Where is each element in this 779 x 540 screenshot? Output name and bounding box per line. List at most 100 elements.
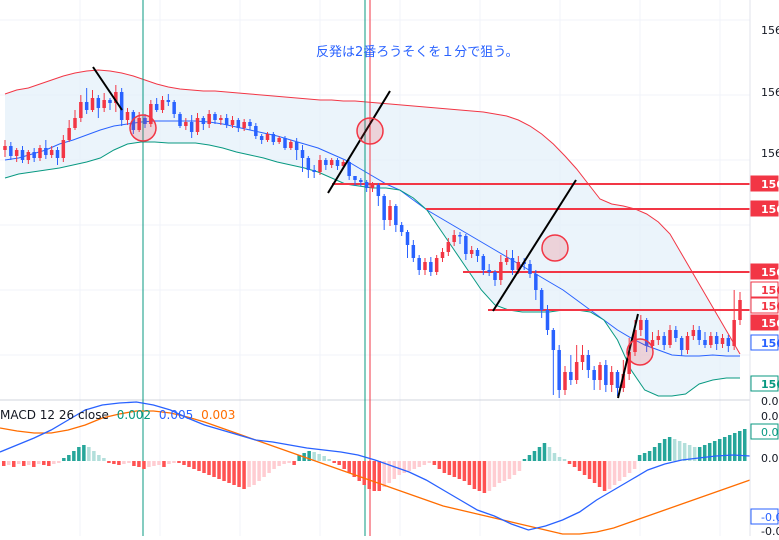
macd-histogram-bar <box>692 447 697 461</box>
annotation-text: 反発は2番ろうそくを１分で狙う。 <box>316 45 519 60</box>
macd-histogram-bar <box>667 437 672 461</box>
candle-body <box>685 336 690 350</box>
macd-histogram-bar <box>672 439 677 461</box>
macd-histogram-bar <box>537 447 542 461</box>
macd-histogram-bar <box>87 447 91 461</box>
macd-axis-label: -0.0 <box>761 525 779 536</box>
macd-histogram-bar <box>237 461 241 487</box>
macd-histogram-bar <box>422 461 427 465</box>
candle-body <box>493 272 497 280</box>
macd-histogram-bar <box>22 461 26 466</box>
trend-line <box>492 179 577 312</box>
candle-body <box>300 150 305 158</box>
candle-body <box>178 114 182 126</box>
macd-histogram-bar <box>507 461 512 479</box>
macd-histogram-bar <box>682 443 687 461</box>
macd-histogram-bar <box>347 461 351 473</box>
macd-histogram-bar <box>92 451 96 461</box>
candle-body <box>510 258 515 270</box>
macd-histogram-bar <box>177 461 181 463</box>
candle-body <box>364 182 369 188</box>
macd-line <box>0 401 751 531</box>
bollinger-fill <box>5 70 740 396</box>
candle-body <box>248 122 252 126</box>
macd-histogram-bar <box>562 459 567 461</box>
candle-body <box>580 355 585 362</box>
candle-body <box>504 258 509 262</box>
price-tag-box <box>750 314 779 331</box>
candle-body <box>224 118 229 125</box>
macd-histogram-bar <box>102 458 106 461</box>
candle-body <box>586 355 591 370</box>
macd-axis-label: 0.00 <box>761 452 779 465</box>
macd-histogram-bar <box>612 461 617 485</box>
macd-histogram-bar <box>597 461 602 487</box>
macd-histogram-bar <box>287 461 291 463</box>
candle-body <box>639 320 643 330</box>
macd-histogram-bar <box>327 459 331 461</box>
macd-histogram-bar <box>17 461 21 464</box>
macd-histogram-bar <box>487 461 492 491</box>
macd-histogram-bar <box>497 461 502 483</box>
candle-body <box>604 365 608 385</box>
candle-body <box>709 336 713 345</box>
macd-histogram-bar <box>67 455 71 461</box>
macd-histogram-bar <box>127 461 131 463</box>
candle-body <box>440 252 445 258</box>
macd-legend-name: MACD 12 26 close <box>0 408 109 422</box>
macd-histogram-bar <box>137 461 141 467</box>
candle-body <box>423 262 427 270</box>
candle-body <box>545 310 550 330</box>
macd-histogram-bar <box>147 461 151 467</box>
macd-legend: MACD 12 26 close 0.002 0.005 0.003 <box>0 408 239 422</box>
candle-body <box>429 262 433 272</box>
macd-histogram-bar <box>322 456 326 461</box>
candle-body <box>184 122 188 126</box>
macd-histogram-bar <box>462 461 467 481</box>
candle-body <box>108 100 112 103</box>
candle-body <box>306 158 311 170</box>
macd-histogram-bar <box>472 461 477 489</box>
macd-histogram-bar <box>247 461 251 487</box>
macd-histogram-bar <box>482 461 487 493</box>
macd-histogram-bar <box>32 461 36 467</box>
candle-body <box>534 274 538 290</box>
candle-body <box>44 148 48 155</box>
candle-body <box>236 120 241 128</box>
candle-body <box>633 330 637 352</box>
candle-body <box>160 100 165 110</box>
macd-signal-line <box>0 410 751 535</box>
macd-tag-box <box>750 508 779 525</box>
macd-histogram-bar <box>527 455 532 461</box>
candle-body <box>271 134 276 142</box>
candle-body <box>411 245 416 258</box>
candle-body <box>464 236 468 254</box>
macd-histogram-bar <box>212 461 216 477</box>
highlight-circle <box>129 114 157 142</box>
macd-histogram-bar <box>417 461 422 467</box>
macd-histogram-bar <box>427 461 432 463</box>
candle-body <box>452 235 456 242</box>
macd-histogram-bar <box>197 461 201 471</box>
macd-histogram-bar <box>717 439 722 461</box>
macd-histogram-bar <box>602 461 607 491</box>
candle-body <box>574 362 579 380</box>
macd-histogram-bar <box>342 461 346 469</box>
macd-histogram-bar <box>437 461 442 469</box>
macd-histogram-bar <box>12 461 16 467</box>
candle-body <box>399 225 404 232</box>
candle-body <box>487 270 491 272</box>
vertical-markers <box>142 0 371 536</box>
macd-histogram-bar <box>192 461 196 469</box>
macd-histogram-bar <box>407 461 412 471</box>
macd-histogram-bar <box>37 461 41 464</box>
candle-body <box>697 330 701 340</box>
macd-histogram-bar <box>367 461 371 489</box>
horizontal-levels <box>332 183 750 311</box>
candle-body <box>668 330 672 345</box>
candle-body <box>137 118 141 130</box>
candle-body <box>283 138 287 148</box>
macd-histogram-bar <box>712 441 717 461</box>
